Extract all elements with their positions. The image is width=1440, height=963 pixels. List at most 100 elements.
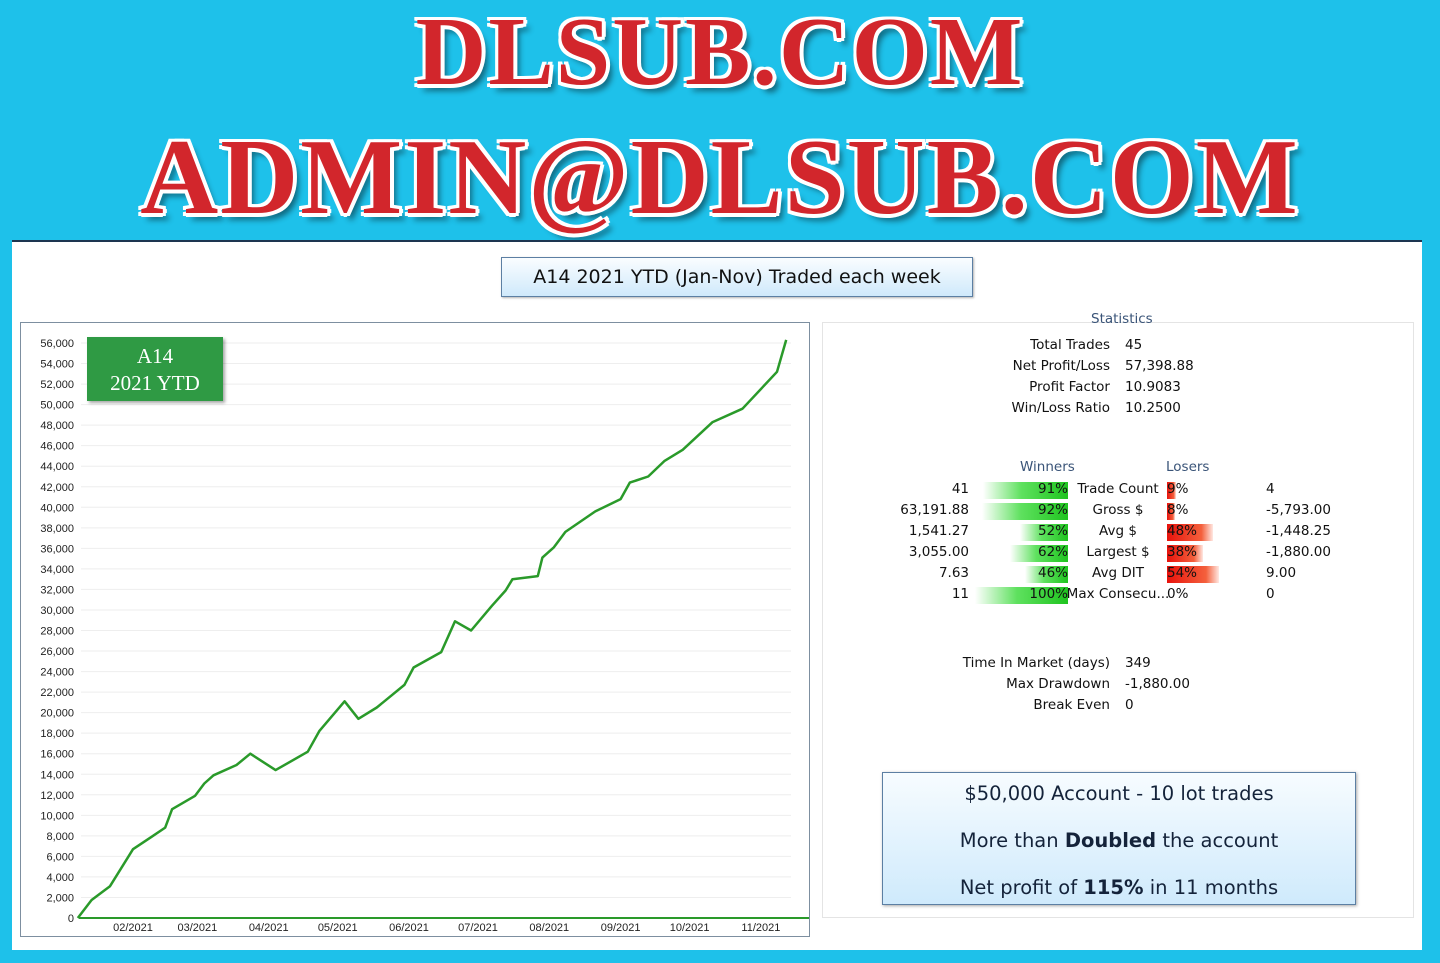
- y-tick-label: 40,000: [40, 502, 74, 514]
- loser-percent: 54%: [1167, 565, 1198, 581]
- stat-label: Total Trades: [1030, 337, 1110, 353]
- y-tick-label: 50,000: [40, 400, 74, 412]
- stat-value: 10.2500: [1125, 400, 1181, 416]
- y-tick-label: 2,000: [46, 892, 74, 904]
- x-tick-label: 05/2021: [318, 922, 358, 934]
- y-tick-label: 20,000: [40, 708, 74, 720]
- winner-bar: [1010, 545, 1068, 562]
- row-label: Avg $: [1099, 523, 1137, 539]
- row-label: Avg DIT: [1092, 565, 1144, 581]
- loser-percent: 8%: [1167, 502, 1189, 518]
- y-tick-label: 56,000: [40, 338, 74, 350]
- loser-bar: [1167, 503, 1175, 520]
- stat-value: -1,880.00: [1125, 676, 1190, 692]
- x-tick-label: 02/2021: [113, 922, 153, 934]
- winner-percent: 62%: [1037, 544, 1068, 560]
- y-tick-label: 26,000: [40, 646, 74, 658]
- y-tick-label: 36,000: [40, 543, 74, 555]
- winner-value: 3,055.00: [908, 544, 969, 560]
- winner-bar: [982, 503, 1068, 520]
- stat-value: 0: [1125, 697, 1134, 713]
- y-tick-label: 0: [68, 913, 74, 925]
- row-label: Trade Count: [1077, 481, 1159, 497]
- loser-value: 0: [1266, 586, 1275, 602]
- report-title: A14 2021 YTD (Jan-Nov) Traded each week: [501, 257, 973, 297]
- stat-label: Time In Market (days): [962, 655, 1110, 671]
- logo-watermark-email: ADMIN@DLSUB.COM: [140, 118, 1300, 237]
- x-tick-label: 09/2021: [601, 922, 641, 934]
- y-tick-label: 32,000: [40, 584, 74, 596]
- y-tick-label: 6,000: [46, 851, 74, 863]
- winner-percent: 100%: [1029, 586, 1068, 602]
- winner-percent: 92%: [1037, 502, 1068, 518]
- winner-bar: [1025, 566, 1068, 583]
- y-tick-label: 28,000: [40, 626, 74, 638]
- row-label: Gross $: [1092, 502, 1144, 518]
- row-label: Largest $: [1086, 544, 1150, 560]
- y-tick-label: 4,000: [46, 872, 74, 884]
- winner-value: 11: [951, 586, 969, 602]
- y-tick-label: 38,000: [40, 523, 74, 535]
- loser-value: -5,793.00: [1266, 502, 1331, 518]
- y-tick-label: 34,000: [40, 564, 74, 576]
- y-tick-label: 12,000: [40, 790, 74, 802]
- winner-percent: 91%: [1037, 481, 1068, 497]
- winner-value: 1,541.27: [908, 523, 969, 539]
- winner-value: 63,191.88: [900, 502, 969, 518]
- y-tick-label: 24,000: [40, 667, 74, 679]
- y-tick-label: 42,000: [40, 482, 74, 494]
- winner-value: 41: [951, 481, 969, 497]
- loser-percent: 48%: [1167, 523, 1198, 539]
- info-bold: 115%: [1083, 876, 1144, 899]
- stat-label: Max Drawdown: [1006, 676, 1110, 692]
- badge-line1: A14: [136, 344, 174, 368]
- y-tick-label: 22,000: [40, 687, 74, 699]
- winner-bar: [975, 587, 1068, 604]
- loser-value: -1,880.00: [1266, 544, 1331, 560]
- info-text: Net profit of: [959, 876, 1084, 899]
- stat-label: Net Profit/Loss: [1012, 358, 1110, 374]
- info-text: in 11 months: [1143, 876, 1279, 899]
- equity-chart: 0 2,000 4,000 6,000 8,000 10,000 12,000 14,000 1…: [20, 322, 810, 937]
- loser-value: 4: [1266, 481, 1275, 497]
- winner-bar: [983, 482, 1068, 499]
- info-line2: More than Doubled the account: [883, 829, 1355, 852]
- info-text: More than: [959, 829, 1065, 852]
- statistics-heading: Statistics: [1091, 311, 1153, 327]
- stat-value: 349: [1125, 655, 1151, 671]
- winner-value: 7.63: [938, 565, 969, 581]
- loser-percent: 9%: [1167, 481, 1189, 497]
- x-tick-label: 07/2021: [458, 922, 498, 934]
- x-tick-label: 04/2021: [249, 922, 289, 934]
- stat-label: Break Even: [1033, 697, 1110, 713]
- chart-badge: A14 2021 YTD: [87, 337, 223, 401]
- y-tick-label: 46,000: [40, 441, 74, 453]
- y-tick-label: 16,000: [40, 749, 74, 761]
- y-tick-label: 14,000: [40, 769, 74, 781]
- row-label: Max Consecu...: [1066, 586, 1170, 602]
- info-text: the account: [1156, 829, 1279, 852]
- loser-value: -1,448.25: [1266, 523, 1331, 539]
- badge-line2: 2021 YTD: [110, 371, 200, 395]
- info-line1: $50,000 Account - 10 lot trades: [964, 782, 1274, 805]
- x-tick-label: 10/2021: [670, 922, 710, 934]
- info-bold: Doubled: [1064, 829, 1157, 852]
- stat-value: 57,398.88: [1125, 358, 1194, 374]
- y-tick-label: 54,000: [40, 359, 74, 371]
- loser-bar: [1167, 524, 1214, 541]
- info-line3: Net profit of 115% in 11 months: [883, 876, 1355, 899]
- losers-header: Losers: [1166, 459, 1210, 475]
- stat-label: Profit Factor: [1029, 379, 1110, 395]
- y-tick-label: 52,000: [40, 379, 74, 391]
- winner-percent: 46%: [1037, 565, 1068, 581]
- stat-value: 10.9083: [1125, 379, 1181, 395]
- stat-value: 45: [1125, 337, 1143, 353]
- y-tick-label: 44,000: [40, 461, 74, 473]
- info-box: $50,000 Account - 10 lot trades More tha…: [882, 772, 1356, 905]
- x-tick-label: 11/2021: [741, 922, 780, 934]
- loser-bar: [1167, 545, 1204, 562]
- stat-label: Win/Loss Ratio: [1011, 400, 1110, 416]
- loser-value: 9.00: [1266, 565, 1297, 581]
- loser-percent: 38%: [1167, 544, 1198, 560]
- winner-bar: [1019, 524, 1068, 541]
